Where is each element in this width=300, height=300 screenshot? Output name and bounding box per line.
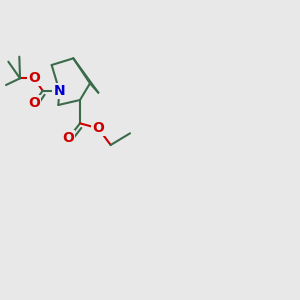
Text: O: O — [28, 96, 40, 110]
Text: O: O — [62, 131, 74, 145]
Text: O: O — [92, 121, 104, 135]
Text: O: O — [28, 71, 40, 85]
Text: N: N — [53, 84, 65, 98]
